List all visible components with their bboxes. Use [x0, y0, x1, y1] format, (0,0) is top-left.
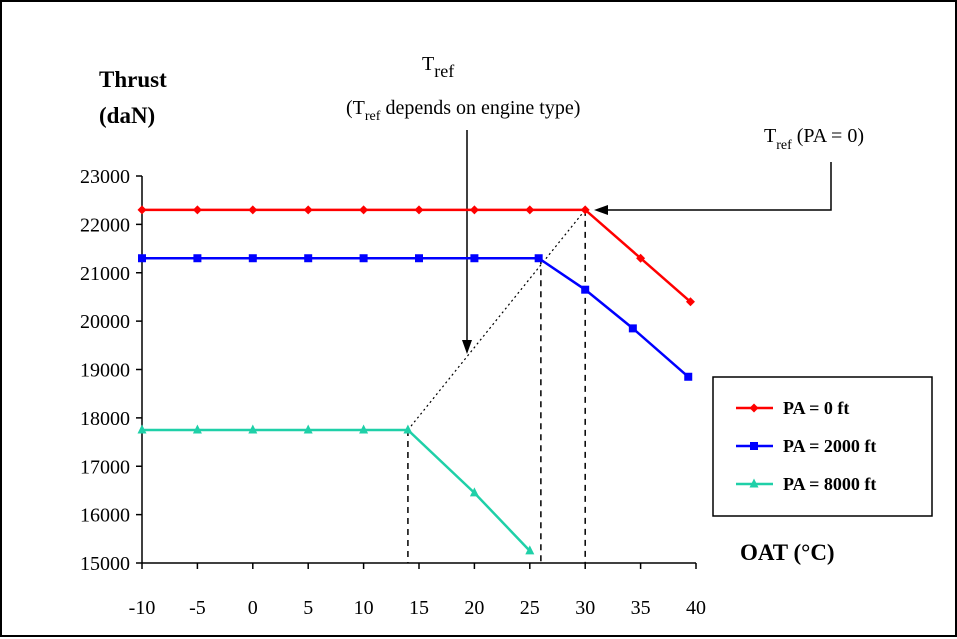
legend-label: PA = 0 ft [783, 398, 849, 418]
x-axis-label: OAT (°C) [740, 540, 835, 565]
square-marker [628, 324, 637, 333]
diamond-marker [469, 205, 479, 215]
y-tick-label: 20000 [80, 311, 130, 333]
square-marker [193, 254, 202, 263]
square-marker [750, 442, 758, 450]
triangle-marker [525, 545, 535, 555]
square-marker [138, 254, 146, 263]
diamond-marker [414, 205, 424, 215]
diamond-marker [636, 253, 646, 263]
y-tick-label: 23000 [80, 166, 130, 188]
y-tick-label: 19000 [80, 360, 130, 382]
square-marker [534, 254, 543, 263]
tref-pa0-arrow-head [594, 205, 608, 215]
y-tick-label: 17000 [80, 456, 130, 478]
diamond-marker [359, 205, 369, 215]
tref-note: (Tref depends on engine type) [346, 97, 580, 124]
tref-arrow-head [462, 340, 472, 354]
y-tick-label: 18000 [80, 408, 130, 430]
x-tick-label: 25 [520, 597, 540, 619]
legend-label: PA = 8000 ft [783, 474, 876, 494]
triangle-marker [403, 424, 413, 434]
triangle-marker [303, 424, 313, 434]
triangle-marker [192, 424, 202, 434]
triangle-marker [749, 478, 759, 488]
triangle-marker [359, 424, 369, 434]
x-tick-label: -10 [129, 597, 156, 619]
y-tick-label: 22000 [80, 214, 130, 236]
triangle-marker [469, 487, 479, 497]
square-marker [359, 254, 368, 263]
triangle-marker [137, 424, 147, 434]
diamond-marker [192, 205, 202, 215]
x-tick-label: 30 [575, 597, 595, 619]
y-tick-label: 16000 [80, 505, 130, 527]
diamond-marker [685, 297, 695, 307]
square-marker [248, 254, 257, 263]
x-tick-label: 5 [303, 597, 313, 619]
plot-series [137, 205, 695, 555]
tref-label: Tref [422, 53, 454, 81]
square-marker [415, 254, 423, 263]
x-tick-label: 20 [464, 597, 484, 619]
tref-pa0-arrow-line [602, 162, 832, 211]
legend: PA = 0 ft PA = 2000 ft PA = 8000 ft [712, 376, 933, 517]
square-marker [581, 285, 590, 294]
diamond-marker [248, 205, 258, 215]
x-tick-label: 15 [409, 597, 429, 619]
series-line [142, 428, 531, 552]
series-line [142, 256, 690, 378]
x-tick-label: 0 [248, 597, 258, 619]
square-marker [684, 372, 693, 381]
dotted-tref-line [407, 209, 586, 431]
x-tick-label: 40 [686, 597, 706, 619]
y-axis-label-line2: (daN) [99, 103, 155, 128]
tref-pa0-label: Tref (PA = 0) [764, 125, 864, 153]
diamond-marker [137, 205, 147, 215]
y-tick-label: 15000 [80, 553, 130, 575]
legend-label: PA = 2000 ft [783, 436, 876, 456]
square-marker [470, 254, 479, 263]
x-tick-label: 35 [631, 597, 651, 619]
diamond-marker [303, 205, 313, 215]
x-tick-label: 10 [354, 597, 374, 619]
y-tick-label: 21000 [80, 263, 130, 285]
diamond-marker [525, 205, 535, 215]
x-tick-label: -5 [189, 597, 206, 619]
diamond-marker [580, 205, 590, 215]
reference-lines [407, 209, 586, 563]
triangle-marker [248, 424, 258, 434]
diamond-marker [749, 403, 759, 413]
y-axis-label-line1: Thrust [99, 67, 167, 92]
square-marker [304, 254, 313, 263]
axes: 15000 16000 17000 18000 19000 20000 21000 22000… [80, 166, 706, 619]
